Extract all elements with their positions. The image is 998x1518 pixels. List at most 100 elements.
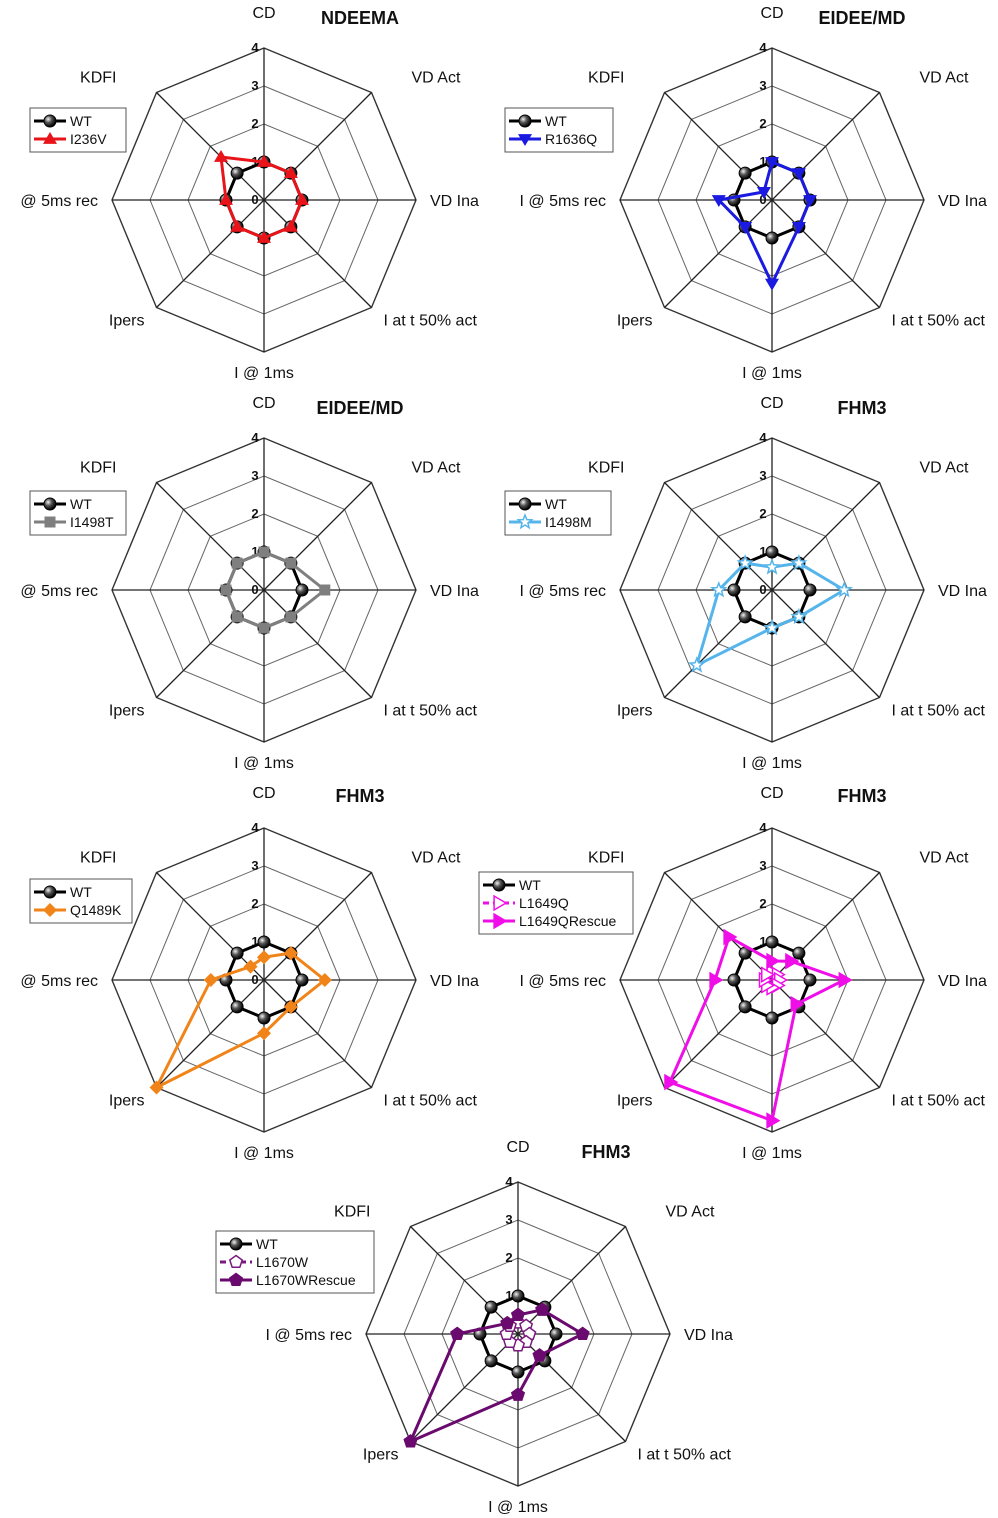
data-point-i236v-ipers (230, 219, 245, 232)
tick-label: 3 (251, 858, 258, 873)
tick-label: 2 (251, 896, 258, 911)
axis-spoke-i-at-t-50-act (263, 589, 372, 698)
data-point-wt-i-1ms (257, 1011, 271, 1025)
data-point-wt-i-5ms-rec (727, 973, 741, 987)
data-point-i236v-cd (257, 155, 271, 167)
axis-label-vd-ina: VD Ina (938, 193, 987, 210)
legend-marker-wt (492, 878, 506, 892)
tick-label: 0 (251, 582, 258, 597)
tick-label: 3 (759, 468, 766, 483)
tick-label: 2 (759, 896, 766, 911)
chart-title: FHM3 (838, 398, 887, 418)
axis-spoke-ipers (156, 589, 265, 698)
data-point-r1636q-i-at-t-50-act (791, 221, 806, 234)
chart-title: EIDEE/MD (818, 8, 905, 28)
data-point-l1649qrescue-i-at-t-50-act (790, 995, 805, 1013)
data-point-i1498m-vd-act (790, 553, 808, 571)
data-point-l1670wrescue-ipers (403, 1434, 418, 1448)
data-point-wt-vd-act (792, 946, 806, 960)
data-point-q1489k-vd-ina (317, 973, 332, 987)
axis-label-5ms-rec: @ 5ms rec (20, 583, 98, 600)
data-point-i236v-kdfi (214, 150, 229, 162)
axis-spoke-vd-act (771, 92, 880, 201)
radar-chart-3: 0 1 2 3 4 CD VD Act VD Ina I at t 50% act I @ 1ms… (20, 395, 479, 772)
axis-label-i-at-t-50-act: I at t 50% act (892, 1093, 986, 1110)
tick-label: 1 (759, 154, 766, 169)
legend-marker-q1489k (43, 903, 57, 917)
legend-label-r1636q: R1636Q (545, 131, 597, 147)
axis-label-i-5ms-rec: I @ 5ms rec (520, 973, 606, 990)
data-point-q1489k-cd (257, 950, 271, 965)
legend: WT Q1489K (29, 878, 133, 924)
radar-chart-2: 0 1 2 3 4 CD VD Act VD Ina I at t 50% act I @ 1ms… (504, 5, 987, 382)
axis-label-vd-act: VD Act (666, 1204, 715, 1221)
data-point-i1498m-i-at-t-50-act (790, 607, 808, 625)
legend-label-wt: WT (256, 1236, 278, 1252)
data-point-i1498m-kdfi (736, 553, 754, 571)
data-point-l1670wrescue-i-5ms-rec (450, 1326, 465, 1341)
axis-spoke-ipers (664, 589, 773, 698)
axis-label-ipers: Ipers (109, 1093, 145, 1110)
data-point-wt-kdfi (738, 166, 752, 180)
axis-spoke-vd-act (263, 482, 372, 591)
axis-label-i-at-t-50-act: I at t 50% act (384, 703, 478, 720)
legend-marker-wt (43, 885, 57, 899)
data-point-q1489k-vd-act (283, 946, 298, 961)
axis-label-i-at-t-50-act: I at t 50% act (892, 703, 986, 720)
legend: WT R1636Q (504, 107, 614, 153)
data-point-wt-ipers (738, 610, 752, 624)
series-line-i1498m (695, 561, 846, 667)
axis-label-cd: CD (252, 785, 275, 802)
data-point-wt-cd (765, 545, 779, 559)
data-point-l1649qrescue-vd-ina (838, 971, 853, 989)
data-point-i1498m-vd-ina (835, 580, 853, 598)
legend-marker-wt (518, 497, 532, 511)
tick-label: 0 (251, 192, 258, 207)
legend-label-wt: WT (519, 877, 541, 893)
axis-spoke-ipers (664, 199, 773, 308)
data-point-i1498t-kdfi (231, 557, 243, 569)
data-point-i236v-5ms-rec (219, 193, 233, 205)
series-l1670wrescue (403, 1302, 590, 1448)
data-point-l1670wrescue-vd-ina (575, 1326, 590, 1341)
axis-label-i-1ms: I @ 1ms (234, 755, 294, 772)
legend: WT I236V (29, 107, 127, 153)
tick-label: 3 (251, 78, 258, 93)
legend: WT I1498T (29, 490, 127, 536)
axis-label-cd: CD (252, 395, 275, 412)
tick-label: 1 (759, 544, 766, 559)
axis-label-i-at-t-50-act: I at t 50% act (384, 1093, 478, 1110)
data-point-i1498m-i-5ms-rec (710, 580, 728, 598)
chart-title: FHM3 (838, 786, 887, 806)
chart-title: FHM3 (582, 1142, 631, 1162)
tick-label: 1 (251, 934, 258, 949)
data-point-wt-i-1ms (511, 1365, 525, 1379)
legend-label-l1649qrescue: L1649QRescue (519, 913, 617, 929)
axis-label-cd: CD (252, 5, 275, 22)
tick-label: 3 (759, 858, 766, 873)
legend: WT L1649Q L1649QRescue (478, 871, 634, 935)
axis-label-kdfi: KDFI (80, 460, 116, 477)
axis-label-i-5ms-rec: I @ 5ms rec (266, 1327, 352, 1344)
axis-label-i-1ms: I @ 1ms (742, 755, 802, 772)
legend-marker-i1498t (44, 516, 56, 528)
series-l1649q (758, 964, 789, 996)
axis-label-kdfi: KDFI (80, 70, 116, 87)
axis-spoke-vd-act (517, 1226, 626, 1335)
axis-spoke-kdfi (664, 482, 773, 591)
data-point-i1498t-i-at-t-50-act (285, 611, 297, 623)
data-point-r1636q-vd-ina (803, 195, 817, 207)
series-i1498t (220, 546, 331, 634)
axis-label-i-1ms: I @ 1ms (742, 1145, 802, 1162)
data-point-r1636q-i-5ms-rec (711, 195, 726, 207)
data-point-r1636q-cd (765, 157, 779, 169)
legend-label-q1489k: Q1489K (70, 902, 122, 918)
axis-label-i-1ms: I @ 1ms (488, 1499, 548, 1516)
data-point-l1670wrescue-i-1ms (510, 1387, 526, 1401)
data-point-r1636q-kdfi (756, 187, 771, 199)
axis-spoke-kdfi (664, 92, 773, 201)
axis-spoke-i-at-t-50-act (263, 979, 372, 1088)
axis-label-ipers: Ipers (363, 1447, 399, 1464)
